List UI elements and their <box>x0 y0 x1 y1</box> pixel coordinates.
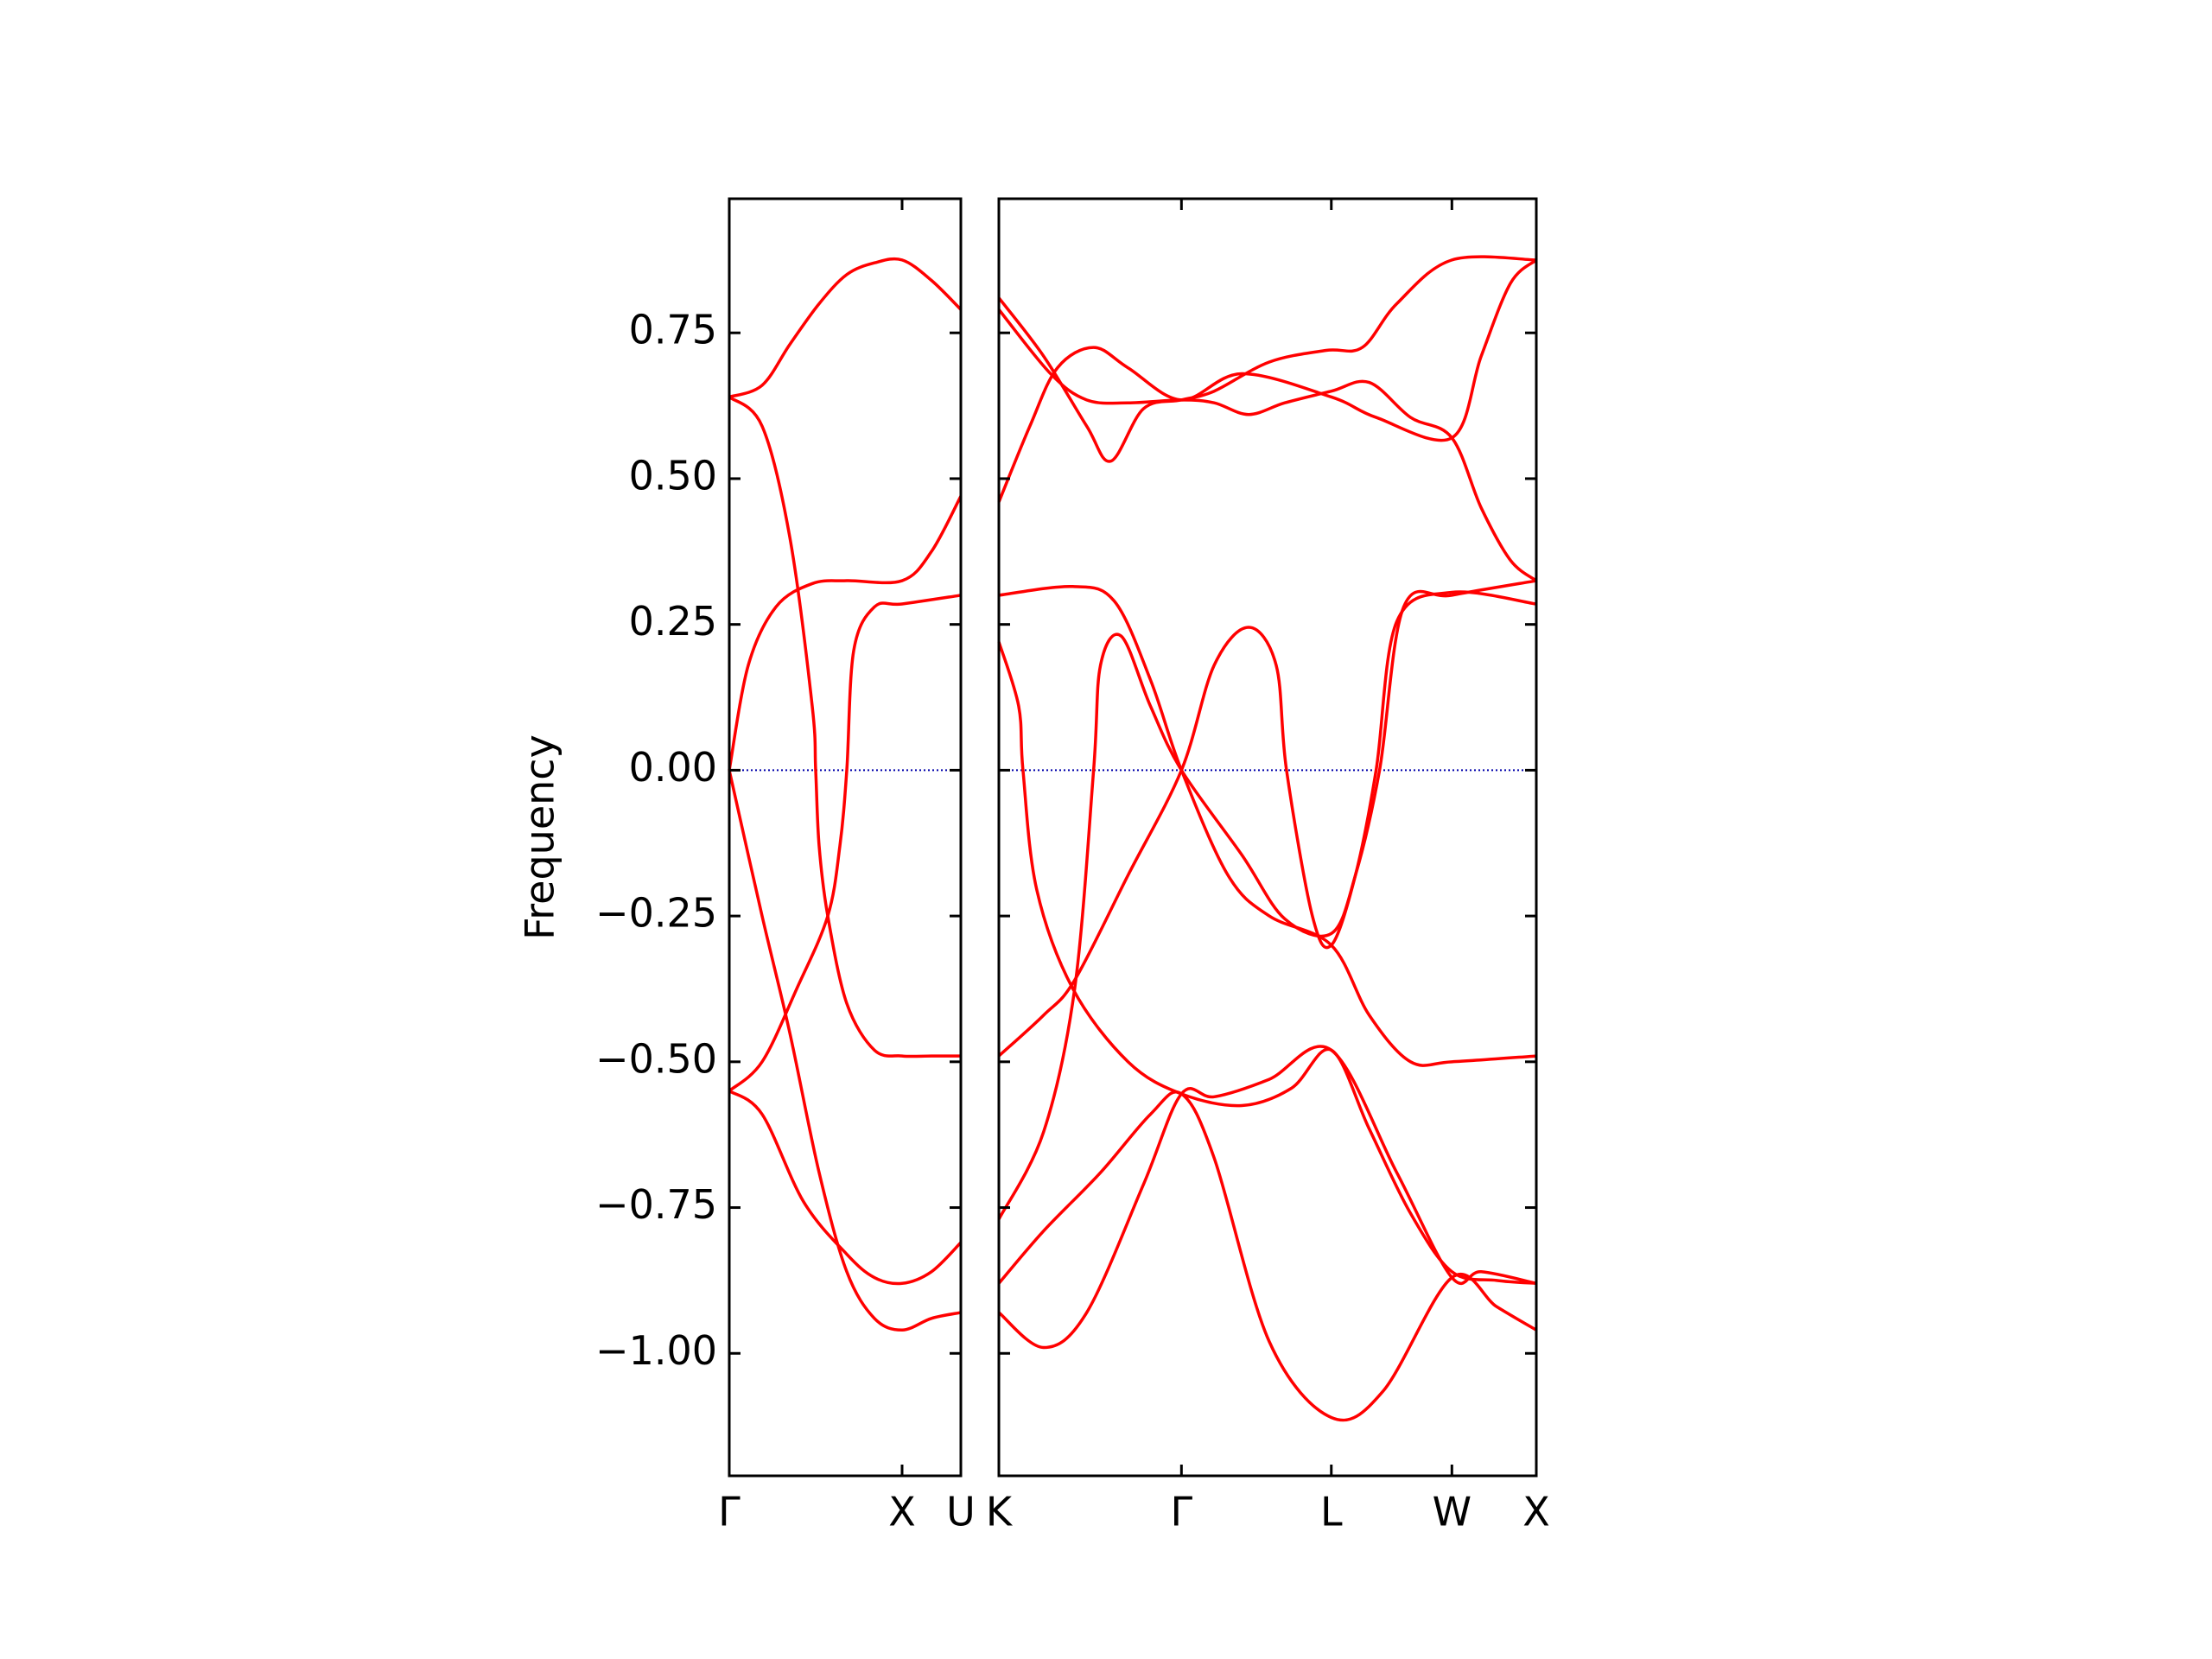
band-line <box>728 1090 963 1286</box>
plot-frame <box>728 197 963 1478</box>
band-line <box>997 255 1537 463</box>
band-line <box>728 495 963 771</box>
band-line <box>728 594 962 1092</box>
band-line <box>997 641 1537 1286</box>
x-tick-label: U <box>946 1489 976 1535</box>
y-tick-label: 0.25 <box>629 598 717 645</box>
band-line <box>997 579 1537 1220</box>
band-line <box>997 308 1538 582</box>
band-line <box>997 590 1537 1058</box>
x-tick-label: Γ <box>718 1489 741 1535</box>
y-tick-label: −0.75 <box>595 1181 717 1228</box>
band-line <box>998 585 1537 1067</box>
plot-frame <box>997 197 1538 1478</box>
x-tick-label: W <box>1433 1489 1471 1535</box>
band-line <box>728 257 963 399</box>
y-tick-label: 0.00 <box>629 744 717 791</box>
band-line <box>997 1045 1537 1350</box>
x-tick-label: X <box>888 1489 916 1535</box>
y-tick-label: −0.50 <box>595 1035 717 1082</box>
band-line <box>997 258 1538 503</box>
x-tick-label: L <box>1320 1489 1343 1535</box>
y-tick-label: −1.00 <box>595 1327 717 1374</box>
x-tick-label: K <box>986 1489 1014 1535</box>
y-axis-label: Frequency <box>517 734 563 940</box>
band-line <box>728 770 962 1332</box>
x-tick-label: X <box>1522 1489 1550 1535</box>
y-tick-label: −0.25 <box>595 890 717 937</box>
band-line <box>728 396 961 1058</box>
y-tick-label: 0.75 <box>629 307 717 353</box>
band-line <box>997 1090 1537 1422</box>
x-tick-label: Γ <box>1171 1489 1193 1535</box>
y-tick-label: 0.50 <box>629 452 717 499</box>
